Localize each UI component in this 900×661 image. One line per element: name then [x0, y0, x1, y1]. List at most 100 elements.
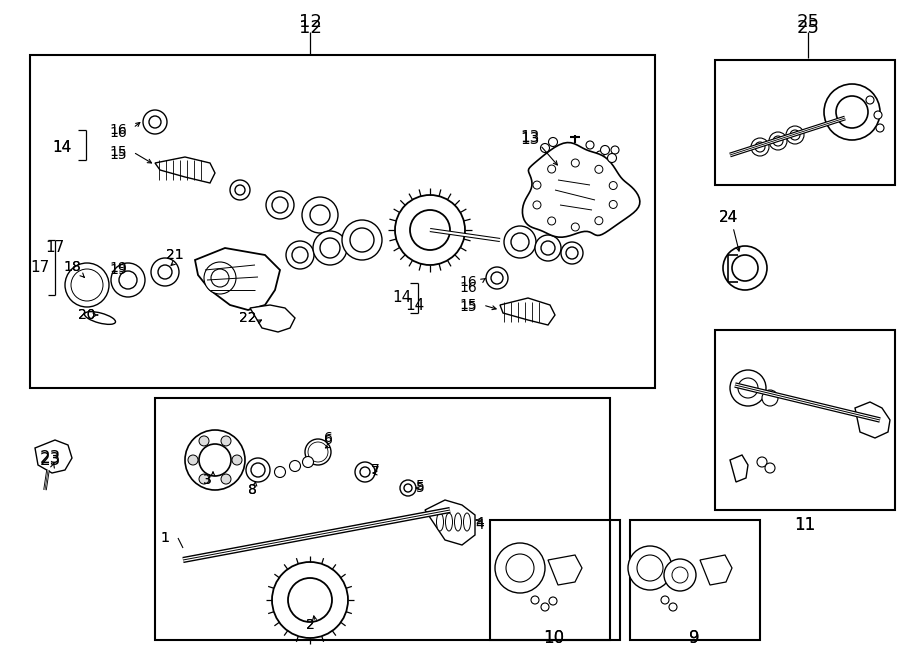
Circle shape — [535, 235, 561, 261]
Circle shape — [360, 467, 370, 477]
Circle shape — [773, 136, 783, 146]
Circle shape — [586, 141, 594, 149]
Circle shape — [410, 210, 450, 250]
Circle shape — [541, 143, 550, 153]
Circle shape — [286, 241, 314, 269]
Text: 20: 20 — [78, 308, 95, 322]
Circle shape — [188, 455, 198, 465]
Circle shape — [111, 263, 145, 297]
Text: 13: 13 — [520, 130, 540, 145]
Circle shape — [199, 444, 231, 476]
Circle shape — [246, 458, 270, 482]
Circle shape — [762, 390, 778, 406]
Circle shape — [504, 226, 536, 258]
Bar — [490, 520, 620, 640]
Ellipse shape — [446, 513, 453, 531]
Text: 14: 14 — [52, 141, 72, 155]
Polygon shape — [730, 455, 748, 482]
Text: 14: 14 — [405, 297, 425, 313]
Circle shape — [491, 272, 503, 284]
Circle shape — [302, 197, 338, 233]
Circle shape — [531, 596, 539, 604]
Text: 22: 22 — [239, 311, 256, 325]
Circle shape — [836, 96, 868, 128]
Circle shape — [151, 258, 179, 286]
Text: 13: 13 — [520, 132, 540, 147]
Circle shape — [874, 111, 882, 119]
Circle shape — [75, 273, 99, 297]
Circle shape — [595, 217, 603, 225]
Circle shape — [355, 462, 375, 482]
Text: 19: 19 — [109, 263, 127, 277]
Circle shape — [786, 126, 804, 144]
Polygon shape — [250, 305, 295, 332]
Text: 3: 3 — [202, 473, 211, 487]
Circle shape — [305, 439, 331, 465]
Circle shape — [876, 124, 884, 132]
Text: 9: 9 — [688, 629, 699, 647]
Text: 10: 10 — [544, 629, 564, 647]
Text: 15: 15 — [109, 145, 127, 159]
Circle shape — [310, 205, 330, 225]
Circle shape — [185, 430, 245, 490]
Circle shape — [541, 241, 555, 255]
Circle shape — [311, 445, 325, 459]
Circle shape — [230, 180, 250, 200]
Circle shape — [272, 562, 348, 638]
Text: 15: 15 — [459, 300, 477, 314]
Polygon shape — [500, 298, 555, 325]
Text: 7: 7 — [371, 463, 380, 477]
Text: 15: 15 — [109, 148, 127, 162]
Circle shape — [866, 96, 874, 104]
Circle shape — [251, 463, 265, 477]
Text: 8: 8 — [248, 483, 256, 497]
Circle shape — [738, 378, 758, 398]
Ellipse shape — [464, 513, 471, 531]
Text: 8: 8 — [248, 483, 256, 497]
Polygon shape — [195, 248, 280, 310]
Ellipse shape — [85, 311, 115, 325]
Circle shape — [790, 130, 800, 140]
Circle shape — [71, 269, 103, 301]
Text: 25: 25 — [796, 19, 820, 37]
Text: 16: 16 — [109, 126, 127, 140]
Text: 3: 3 — [202, 473, 211, 487]
Text: 1: 1 — [160, 531, 169, 545]
Polygon shape — [700, 555, 732, 585]
Circle shape — [765, 463, 775, 473]
Circle shape — [669, 603, 677, 611]
Circle shape — [288, 578, 332, 622]
Text: 14: 14 — [392, 290, 411, 305]
Circle shape — [591, 161, 599, 169]
Text: 12: 12 — [299, 19, 321, 37]
Text: 6: 6 — [324, 433, 332, 447]
Circle shape — [561, 242, 583, 264]
Text: 22: 22 — [239, 311, 256, 325]
Circle shape — [302, 457, 313, 467]
Text: 24: 24 — [718, 210, 738, 225]
Text: 7: 7 — [371, 465, 380, 479]
Circle shape — [533, 201, 541, 209]
Circle shape — [757, 457, 767, 467]
Circle shape — [637, 555, 663, 581]
Circle shape — [199, 436, 209, 446]
Text: 21: 21 — [166, 248, 184, 262]
Circle shape — [548, 137, 557, 147]
Circle shape — [313, 231, 347, 265]
Circle shape — [732, 255, 758, 281]
Circle shape — [395, 195, 465, 265]
Circle shape — [541, 603, 549, 611]
Polygon shape — [522, 143, 640, 237]
Circle shape — [566, 247, 578, 259]
Bar — [630, 520, 760, 640]
Circle shape — [119, 271, 137, 289]
Circle shape — [769, 132, 787, 150]
Circle shape — [664, 559, 696, 591]
Circle shape — [221, 436, 231, 446]
Circle shape — [608, 153, 616, 163]
Polygon shape — [425, 500, 475, 545]
Polygon shape — [35, 440, 72, 473]
Circle shape — [730, 370, 766, 406]
Circle shape — [221, 474, 231, 484]
Text: 6: 6 — [324, 431, 332, 445]
